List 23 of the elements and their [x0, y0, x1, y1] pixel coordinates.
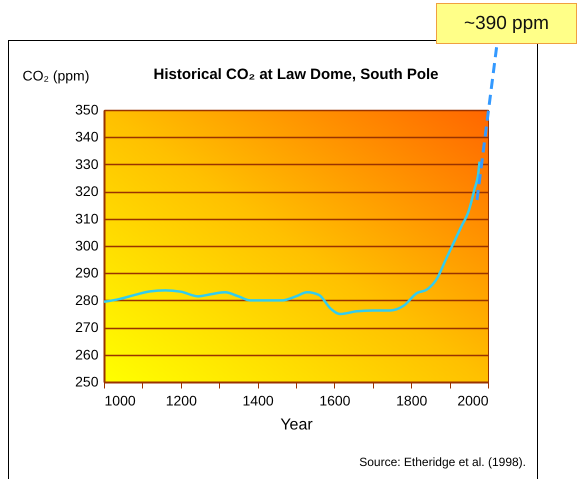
- source-note: Source: Etheridge et al. (1998).: [359, 455, 526, 469]
- y-tick-label: 260: [75, 346, 99, 362]
- y-tick-label: 280: [75, 292, 99, 308]
- x-tick-label: 1000: [104, 392, 136, 408]
- y-tick-label: 340: [75, 128, 99, 145]
- y-tick-label: 320: [75, 183, 99, 200]
- x-tick-label: 1200: [166, 392, 198, 408]
- y-tick-label: 290: [75, 264, 99, 281]
- y-tick-label: 350: [75, 102, 99, 118]
- y-tick-label: 310: [75, 210, 99, 226]
- y-tick-label: 270: [75, 319, 99, 336]
- y-axis-title: CO₂ (ppm): [22, 68, 90, 84]
- x-tick-label: 1800: [396, 392, 428, 408]
- y-tick-label: 250: [75, 374, 99, 390]
- y-tick-label: 300: [75, 238, 99, 254]
- line-series: [102, 160, 481, 316]
- x-tick-label: 2000: [457, 392, 489, 408]
- text: ~390 ppm: [436, 3, 577, 44]
- x-tick-label: 1600: [319, 392, 351, 408]
- y-tick-label: 330: [75, 156, 99, 172]
- x-tick-label: 1400: [242, 392, 274, 408]
- x-axis-title: Year: [280, 416, 314, 434]
- chart-title: Historical CO₂ at Law Dome, South Pole: [153, 66, 439, 83]
